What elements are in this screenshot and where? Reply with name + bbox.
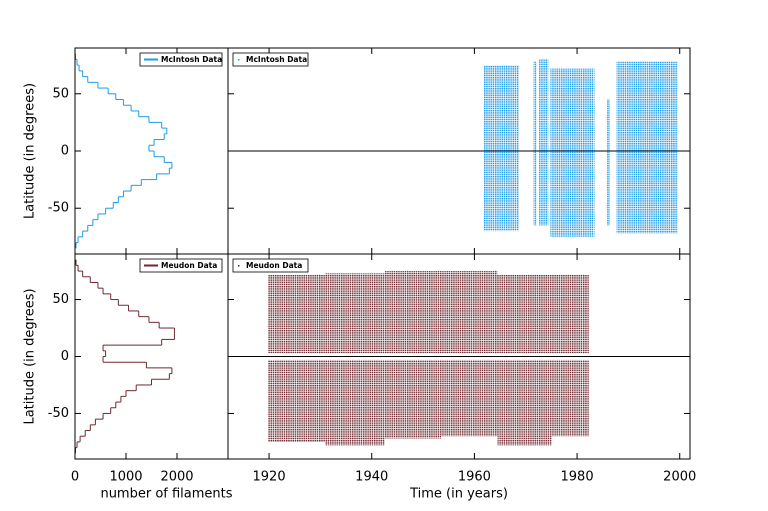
- scatter-region: [441, 359, 498, 437]
- plot-frame: [227, 253, 691, 460]
- y-axis-label: Latitude (in degrees): [23, 288, 38, 424]
- y-axis-label: Latitude (in degrees): [23, 83, 38, 219]
- y-tick-label: 0: [61, 349, 69, 364]
- scatter-region: [616, 61, 678, 234]
- x-tick-label: 1960: [458, 470, 491, 485]
- legend: McIntosh Data: [139, 52, 223, 67]
- x-tick-label: 1940: [355, 470, 388, 485]
- scatter-region: [497, 359, 552, 446]
- scatter-region: [606, 99, 610, 226]
- scatter-region: [551, 274, 589, 354]
- x-axis-label: number of filaments: [100, 487, 232, 502]
- legend-label: Meudon Data: [161, 261, 217, 270]
- x-tick-label: 2000: [160, 470, 193, 485]
- scatter-region: [441, 271, 498, 354]
- legend-swatch: [238, 265, 240, 267]
- scatter-region: [539, 59, 549, 226]
- y-tick-label: -50: [48, 406, 69, 421]
- scatter-region: [550, 68, 595, 237]
- legend-label: McIntosh Data: [161, 55, 222, 64]
- legend-box: [139, 52, 223, 67]
- scatter-region: [384, 359, 442, 439]
- scatter-region: [533, 61, 537, 226]
- legend-label: Meudon Data: [246, 261, 302, 270]
- y-tick-label: -50: [48, 201, 69, 216]
- y-tick-label: 50: [52, 86, 69, 101]
- legend: Meudon Data: [139, 258, 223, 273]
- x-axis-label: Time (in years): [409, 487, 508, 502]
- legend-box: [232, 52, 309, 67]
- legend: McIntosh Data: [232, 52, 309, 67]
- scatter-region: [325, 359, 385, 446]
- legend-box: [139, 258, 223, 273]
- x-tick-label: 1000: [109, 470, 142, 485]
- scatter-region: [551, 359, 589, 437]
- x-tick-label: 2000: [663, 470, 696, 485]
- legend: Meudon Data: [232, 258, 309, 273]
- x-tick-label: 1920: [253, 470, 286, 485]
- scatter-region: [268, 274, 326, 354]
- scatter-region: [268, 359, 326, 442]
- legend-swatch: [238, 59, 240, 61]
- y-tick-label: 50: [52, 292, 69, 307]
- legend-label: McIntosh Data: [246, 55, 307, 64]
- y-tick-label: 0: [61, 144, 69, 159]
- x-tick-label: 1980: [561, 470, 594, 485]
- scatter-region: [384, 271, 442, 354]
- scatter-region: [483, 65, 519, 232]
- x-tick-label: 0: [71, 470, 79, 485]
- scatter-region: [497, 274, 552, 354]
- scatter-region: [325, 273, 385, 354]
- legend-box: [232, 258, 309, 273]
